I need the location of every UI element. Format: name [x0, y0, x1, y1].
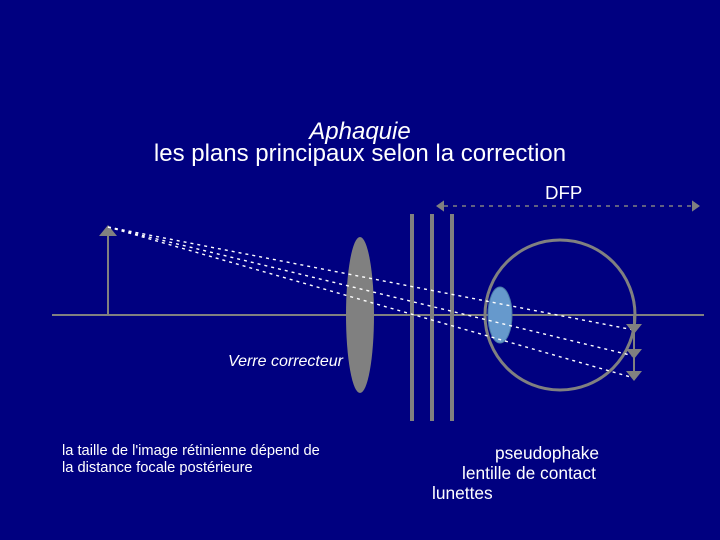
- title-line2: les plans principaux selon la correction: [0, 140, 720, 168]
- dfp-label: DFP: [545, 182, 582, 204]
- caption-line1: la taille de l'image rétinienne dépend d…: [62, 443, 320, 459]
- caption-line2: la distance focale postérieure: [62, 460, 253, 476]
- diagram-svg: [0, 0, 720, 540]
- legend-pseudophake: pseudophake: [495, 443, 599, 464]
- legend-lentille: lentille de contact: [462, 463, 596, 484]
- verre-correcteur-label: Verre correcteur: [228, 353, 343, 371]
- legend-lunettes: lunettes: [432, 483, 493, 504]
- diagram-stage: Aphaquie les plans principaux selon la c…: [0, 0, 720, 540]
